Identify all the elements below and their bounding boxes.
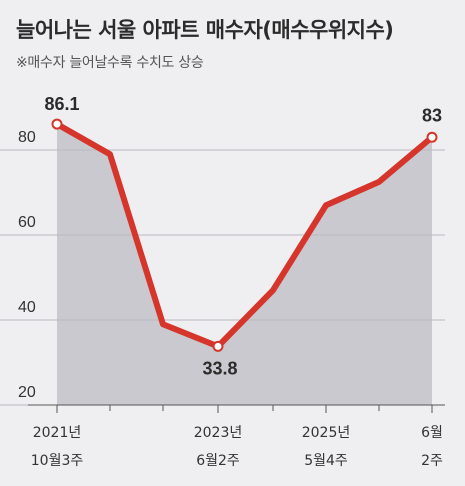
y-tick-label-20: 20 xyxy=(18,384,36,401)
data-point-marker xyxy=(51,118,63,130)
x-tick-label-line2: 2주 xyxy=(421,453,443,469)
x-tick-label-line1: 2023년 xyxy=(194,425,243,441)
y-tick-label-40: 40 xyxy=(18,299,36,316)
y-tick-label-60: 60 xyxy=(18,214,36,231)
x-tick-label-line2: 10월3주 xyxy=(31,453,84,469)
x-tick-label-line2: 6월2주 xyxy=(196,453,240,469)
data-point-marker xyxy=(212,340,224,352)
data-label: 86.1 xyxy=(44,94,79,114)
x-tick-label-line1: 2021년 xyxy=(33,425,82,441)
data-point-marker xyxy=(426,131,438,143)
x-tick-label-line1: 6월 xyxy=(421,425,443,441)
x-tick-label-line1: 2025년 xyxy=(302,425,351,441)
y-tick-label-80: 80 xyxy=(18,129,36,146)
series-line xyxy=(54,121,435,350)
chart-title: 늘어나는 서울 아파트 매수자(매수우위지수) xyxy=(16,18,394,42)
data-label: 83 xyxy=(422,105,442,125)
data-label: 33.8 xyxy=(202,358,237,378)
area-fill xyxy=(57,124,432,405)
x-tick-label-line2: 5월4주 xyxy=(304,453,348,469)
chart-subtitle: ※매수자 늘어날수록 수치도 상승 xyxy=(16,55,204,71)
